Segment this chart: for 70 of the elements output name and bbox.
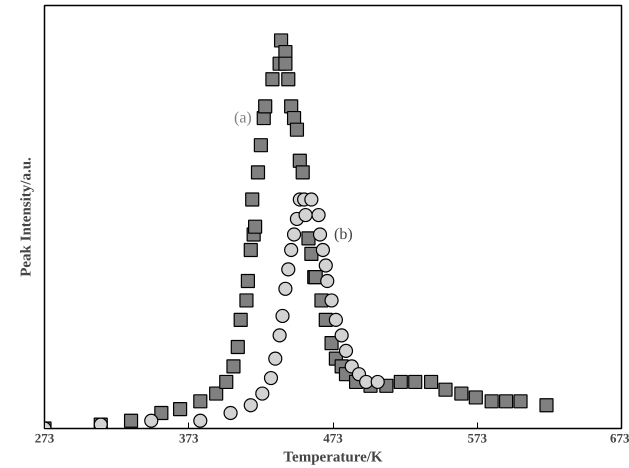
point <box>124 414 138 428</box>
x-tick-label: 473 <box>323 430 344 446</box>
x-tick-label: 373 <box>179 430 199 446</box>
point <box>304 192 318 207</box>
point <box>438 382 453 397</box>
point <box>484 394 499 408</box>
y-axis-title: Peak Intensity/a.u. <box>18 156 34 277</box>
point <box>264 370 278 386</box>
point <box>284 242 298 258</box>
point <box>286 227 302 242</box>
point <box>539 398 554 412</box>
point <box>268 352 282 366</box>
point <box>272 328 287 342</box>
point <box>454 386 468 401</box>
point <box>316 242 330 258</box>
point <box>258 99 272 114</box>
point <box>408 374 422 390</box>
point <box>311 208 326 222</box>
point <box>312 227 328 242</box>
point <box>193 414 208 428</box>
point <box>499 394 514 408</box>
point <box>239 293 254 308</box>
point <box>244 242 258 258</box>
point <box>230 340 245 354</box>
point <box>296 165 310 180</box>
point <box>281 262 296 276</box>
point <box>370 374 385 390</box>
point <box>172 402 188 416</box>
point <box>324 336 339 350</box>
point <box>154 406 168 420</box>
point <box>250 165 266 180</box>
point <box>468 390 483 405</box>
point <box>245 192 260 207</box>
point <box>244 398 258 412</box>
point <box>320 274 334 288</box>
point <box>234 312 248 327</box>
series-label: (b) <box>334 226 353 243</box>
point <box>248 220 262 234</box>
x-tick-label: 573 <box>468 430 488 446</box>
point <box>265 72 280 86</box>
point <box>255 386 270 401</box>
point <box>219 374 234 390</box>
x-tick-label: 273 <box>34 430 55 446</box>
x-axis-title: Temperature/K <box>283 450 383 466</box>
point <box>281 72 296 86</box>
point <box>223 406 238 420</box>
point <box>338 344 354 358</box>
x-tick-label: 673 <box>610 430 629 446</box>
point <box>240 274 255 288</box>
point <box>424 374 438 390</box>
point <box>278 282 292 296</box>
point <box>328 312 343 327</box>
point <box>278 56 292 71</box>
point <box>226 359 241 374</box>
point <box>359 374 374 390</box>
point <box>144 414 158 428</box>
point <box>318 258 333 273</box>
point <box>254 138 268 152</box>
point <box>275 308 290 324</box>
series-label: (a) <box>234 110 252 127</box>
point <box>209 386 224 401</box>
point <box>394 374 408 390</box>
point <box>334 328 349 342</box>
point <box>513 394 528 408</box>
point <box>193 394 208 408</box>
point <box>290 122 304 137</box>
point <box>324 293 339 308</box>
point <box>292 154 307 168</box>
point <box>298 208 313 222</box>
point <box>301 231 316 246</box>
